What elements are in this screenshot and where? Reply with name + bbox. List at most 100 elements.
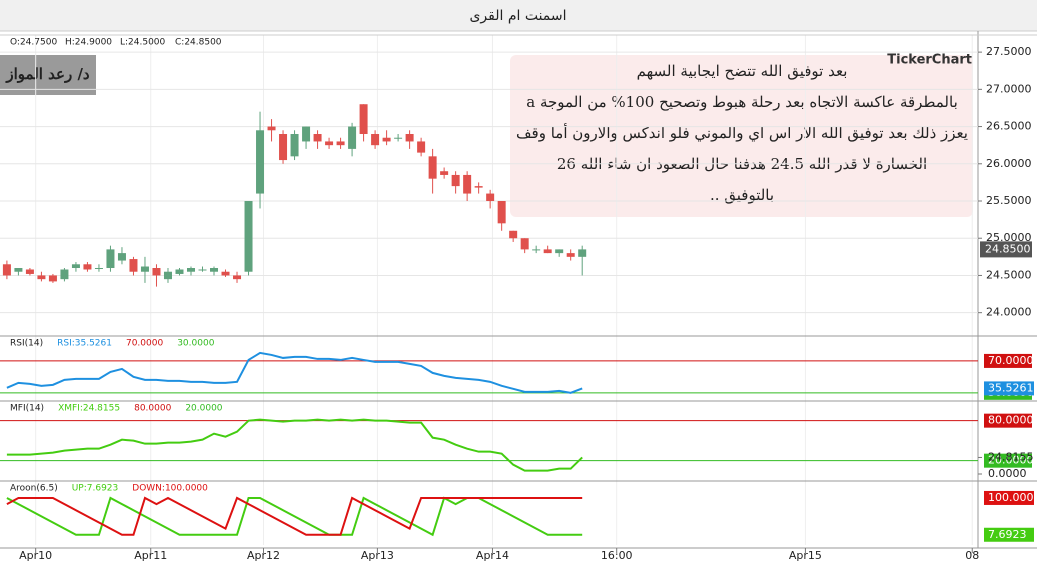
ohlc-label: L:24.5000 [120,38,166,48]
candle-body [440,171,449,175]
y-tick-label: 27.0000 [986,82,1032,95]
candle-body [566,253,575,257]
x-tick-label: Apr15 [789,549,822,562]
level-label: 80.0000 [988,414,1034,427]
candle-body [163,271,172,280]
candle-body [578,249,587,257]
y-tick-label: 24.8155 [988,450,1034,463]
value-box [984,381,1034,396]
note-line: بالتوفيق .. [710,186,774,204]
candle-body [348,126,357,149]
indicator-line [6,418,583,472]
level-box [984,453,1032,468]
candle-body [290,134,299,157]
panel-header: 20.0000 [185,404,222,414]
panel-header: DOWN:100.0000 [132,484,208,494]
note-box [510,55,973,217]
indicator-line [6,496,583,537]
last-price-label: 24.8500 [985,242,1031,255]
candle-body [532,249,541,251]
author-box [0,55,96,95]
candle-body [428,156,437,179]
candle-body [37,275,46,280]
candle-body [359,104,368,135]
y-tick-label: 100.0000 [988,491,1037,504]
note-line: بالمطرقة عاكسة الاتجاه بعد رحلة هبوط وتص… [526,93,958,111]
candle-body [405,134,414,142]
y-tick-label: 27.5000 [986,45,1032,58]
candle-body [106,249,115,269]
candle-body [451,174,460,187]
candle-body [198,269,207,271]
panel-header: 30.0000 [177,339,214,349]
candle-body [336,141,345,146]
x-tick-label: Apr10 [19,549,52,562]
panel-header: RSI:35.5261 [57,339,112,349]
x-tick-label: Apr13 [361,549,394,562]
candle-body [2,264,11,276]
candle-body [221,271,230,276]
y-tick-label: 25.5000 [986,194,1032,207]
y-tick-label: 25.0000 [986,231,1032,244]
candle-body [175,269,184,274]
y-tick-label: 0.0000 [988,467,1027,480]
candle-body [394,137,403,139]
ohlc-label: O:24.7500 [10,38,57,48]
candle-body [256,130,265,194]
candle-body [25,269,34,274]
last-price-box [980,241,1032,258]
title-bar [0,0,1037,31]
y-tick-label: 26.0000 [986,157,1032,170]
panel-header: XMFI:24.8155 [58,404,120,414]
candle-body [152,268,161,276]
indicator-line [6,351,583,394]
candle-body [497,201,506,224]
candle-body [244,201,253,272]
author: د/ رعد المواز [5,65,90,83]
panel-header: RSI(14) [10,339,43,349]
candle-body [382,137,391,142]
panel-header: 80.0000 [134,404,171,414]
candle-body [267,126,276,131]
level-label: 20.0000 [988,454,1034,467]
note-line: يعزز ذلك بعد توفيق الله الار اس اي والمو… [516,123,968,142]
candle-body [474,186,483,188]
candle-body [129,259,138,272]
y-tick-label: 24.5000 [986,268,1032,281]
value-box [984,490,1034,505]
y-tick-label: 26.5000 [986,120,1032,133]
candle-body [186,268,195,272]
indicator-line [6,496,583,536]
watermark: TickerChart [887,53,972,68]
candle-body [117,253,126,261]
y-tick-label: 7.6923 [988,528,1027,541]
y-tick-label: 35.5261 [988,381,1034,394]
candle-body [520,238,529,250]
candle-body [509,230,518,239]
x-tick-label: Apr11 [134,549,167,562]
panel-header: 70.0000 [126,339,163,349]
candle-body [555,249,564,254]
candle-body [279,134,288,161]
candle-body [71,264,80,269]
candle-body [210,268,219,272]
candle-body [94,268,103,270]
x-tick-label: 08 [965,549,979,562]
x-tick-label: Apr12 [247,549,280,562]
candle-body [83,264,92,270]
candle-body [60,269,69,280]
value-box [984,527,1034,542]
candle-body [14,268,23,272]
note-line: بعد توفيق الله تتضح ايجابية السهم [637,62,848,80]
level-box [984,353,1032,368]
y-tick-label: 24.0000 [986,306,1032,319]
window-title: اسمنت ام القرى [469,8,566,24]
candle-body [417,141,426,153]
candle-body [486,193,495,202]
panel-header: Aroon(6.5) [10,484,58,494]
ohlc-label: C:24.8500 [175,38,222,48]
candle-body [233,275,242,280]
x-tick-label: Apr14 [476,549,509,562]
ohlc-label: H:24.9000 [65,38,112,48]
